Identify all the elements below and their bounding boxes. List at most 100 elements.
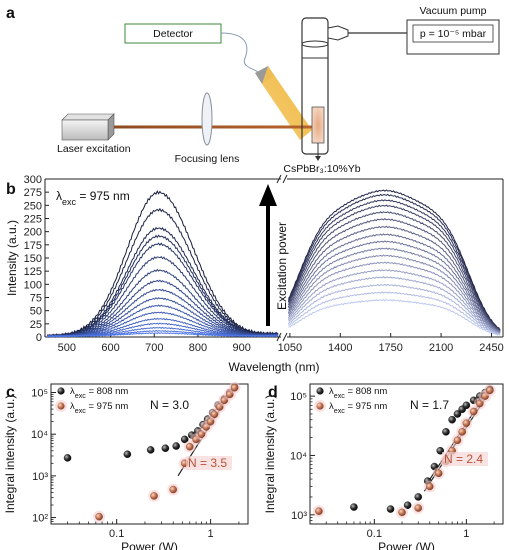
y-tick-label: 10⁵ [31, 388, 48, 400]
data-point-808 [414, 493, 422, 501]
y-axis-label: Intensity (a.u.) [5, 220, 19, 296]
n-exponent-label: N = 1.7 [410, 398, 449, 412]
axis-break-mark [282, 332, 288, 342]
focusing-lens [201, 92, 213, 146]
spectrum-curve-nir [287, 283, 501, 336]
y-tick-label: 200 [24, 227, 42, 239]
y-tick-label: 150 [24, 253, 42, 265]
data-point-808 [123, 450, 132, 459]
panel-label-d: d [268, 384, 278, 401]
spectrum-curve-nir [288, 298, 501, 336]
legend-entry-sub: exc [75, 392, 87, 400]
axis-break-mark [276, 332, 282, 342]
sample-label: CsPbBr₃:10%Yb [283, 163, 360, 175]
data-point-808 [386, 505, 395, 513]
n-exponent-label: N = 3.0 [150, 398, 189, 412]
data-point-808 [350, 503, 358, 511]
spectrum-curve-nir [287, 211, 501, 331]
data-point-975 [315, 507, 323, 515]
spectrum-curve-nir [287, 193, 501, 330]
data-point-808 [63, 454, 72, 462]
spectrum-curve-nir [288, 276, 501, 335]
y-tick-label: 10⁵ [290, 391, 307, 403]
n-exponent-label: N = 2.4 [444, 452, 483, 466]
excitation-arrow-head [259, 184, 277, 206]
data-point-808 [180, 435, 189, 444]
y-tick-label: 250 [24, 200, 42, 212]
legend-entry: λexc = 808 nm [70, 386, 128, 400]
y-tick-label: 10⁴ [31, 429, 48, 441]
data-point-975 [398, 508, 406, 517]
spectrum-curve-visible [46, 332, 279, 338]
y-tick-label: 225 [24, 214, 42, 226]
x-tick-label: 2450 [479, 342, 503, 354]
legend-marker [316, 387, 324, 395]
data-point-975 [469, 407, 478, 416]
legend-entry: λexc = 808 nm [329, 386, 387, 400]
spectrum-curve-nir [287, 218, 501, 332]
panel-label-a: a [6, 5, 15, 22]
data-point-975 [150, 492, 158, 500]
x-tick-label: 1 [463, 528, 469, 540]
data-point-975 [486, 386, 494, 395]
y-tick-label: 10² [32, 513, 48, 525]
spectrum-curve-nir [287, 240, 501, 333]
y-tick-label: 10⁴ [290, 450, 307, 462]
annotation-sub: exc [62, 197, 77, 207]
data-point-808 [146, 446, 155, 454]
y-axis-label: Integral intensity (a.u.) [263, 395, 277, 514]
legend-entry-rest: = 975 nm [345, 401, 388, 412]
emission-cone [262, 66, 312, 140]
y-tick-label: 25 [30, 319, 42, 331]
x-tick-label: 2100 [429, 342, 453, 354]
sample-pointer-tip [315, 156, 321, 161]
x-tick-label: 600 [101, 342, 119, 354]
laser-box [61, 119, 109, 141]
n-label-highlight [442, 452, 488, 466]
experimental-setup: a Detector Laser excitation Focusing len… [6, 5, 500, 175]
spectrum-curve-nir [288, 269, 501, 335]
panel-d-power-dependence: d 0.1 1 10³ 10⁴ 10⁵ Power (W) Integral intensit… [263, 383, 504, 550]
legend-entry-sub: exc [75, 407, 87, 415]
x-tick-label: 1750 [378, 342, 402, 354]
x-tick-label: 0.1 [367, 528, 382, 540]
y-tick-label: 10³ [32, 471, 48, 483]
x-tick-label: 500 [58, 342, 76, 354]
pressure-box [412, 24, 494, 43]
x-tick-label: 1400 [328, 342, 352, 354]
panel-c-power-dependence: c 0.1 1 10² 10³ 10⁴ 10⁵ Power (W) Integral inten… [3, 381, 249, 550]
y-tick-label: 300 [24, 174, 42, 186]
lens-label: Focusing lens [175, 153, 240, 165]
legend-entry-rest: = 808 nm [86, 386, 129, 397]
data-point-975 [169, 485, 177, 494]
annotation-rest: = 975 nm [76, 189, 130, 203]
axis-break-mark [276, 174, 282, 184]
data-point-975 [434, 469, 443, 478]
y-tick-label: 75 [30, 293, 42, 305]
spectrum-curve-visible [46, 268, 279, 338]
spectrum-curve-nir [287, 233, 501, 333]
spectrum-curve-nir [288, 247, 501, 334]
y-tick-label: 0 [36, 332, 42, 344]
legend-entry: λexc = 975 nm [70, 401, 128, 415]
spectrum-curve-nir [288, 225, 501, 333]
legend-marker [316, 402, 324, 410]
legend-entry-symbol: λ [329, 401, 334, 412]
laser-top [61, 113, 115, 121]
legend-entry-rest: = 808 nm [345, 386, 388, 397]
data-point-808 [172, 442, 180, 450]
data-point-975 [210, 410, 219, 419]
data-point-808 [462, 401, 471, 410]
legend-entry-sub: exc [334, 392, 346, 400]
data-point-975 [425, 482, 434, 491]
sample-holder [311, 106, 325, 144]
vacuum-pump-label: Vacuum pump [420, 5, 487, 17]
x-tick-label: 0.1 [109, 528, 124, 540]
x-tick-label: 900 [232, 342, 250, 354]
excitation-annotation: λexc = 975 nm [56, 189, 130, 207]
excitation-arrow-label: Excitation power [275, 222, 289, 310]
plot-frame [309, 383, 504, 525]
data-point-975 [476, 399, 484, 408]
